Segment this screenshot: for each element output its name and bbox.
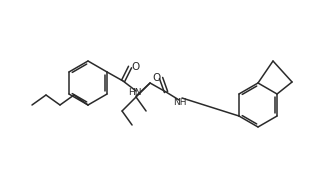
Text: NH: NH (173, 97, 187, 107)
Text: HN: HN (128, 88, 142, 97)
Text: O: O (131, 62, 139, 72)
Text: O: O (152, 73, 160, 83)
